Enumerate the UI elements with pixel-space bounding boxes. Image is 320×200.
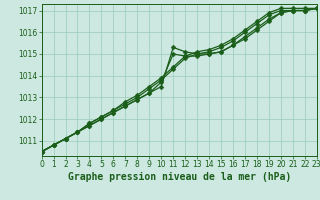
X-axis label: Graphe pression niveau de la mer (hPa): Graphe pression niveau de la mer (hPa) — [68, 172, 291, 182]
